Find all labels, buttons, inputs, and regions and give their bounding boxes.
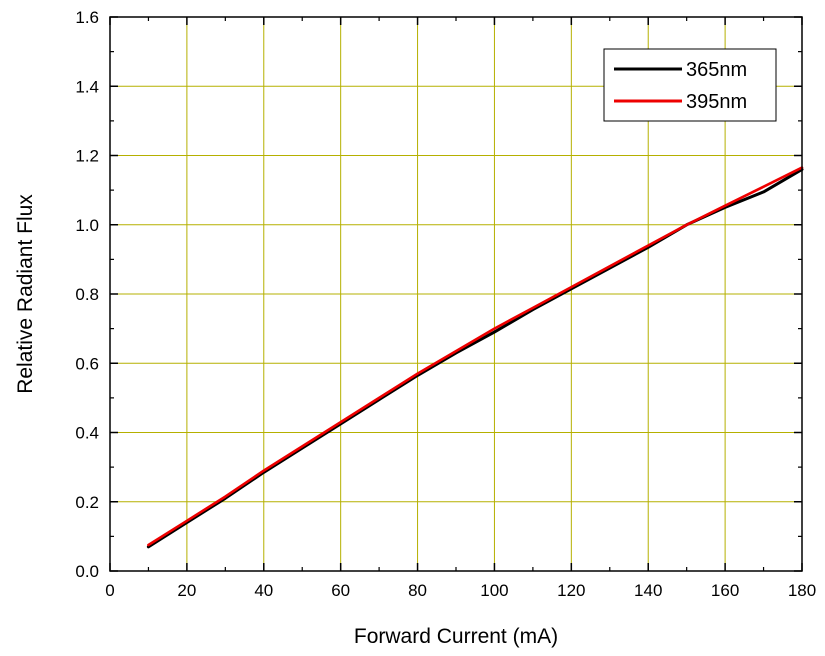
x-tick-label: 80 [408,581,427,600]
x-tick-labels: 0 20 40 60 80 100 120 140 160 180 [105,581,816,600]
x-tick-label: 100 [480,581,508,600]
legend: 365nm 395nm [603,48,777,122]
x-tick-label: 160 [711,581,739,600]
x-tick-label: 0 [105,581,114,600]
y-tick-label: 1.2 [75,147,99,166]
x-tick-label: 40 [254,581,273,600]
series-line-395nm [147,166,804,547]
y-tick-label: 0.0 [75,562,99,581]
series-line-365nm [146,167,804,549]
y-tick-label: 0.6 [75,354,99,373]
legend-box [603,48,777,122]
x-tick-label: 180 [788,581,816,600]
y-axis-title: Relative Radiant Flux [14,194,37,394]
axis-ticks [109,16,803,572]
y-tick-label: 0.8 [75,285,99,304]
y-tick-labels: 0.0 0.2 0.4 0.6 0.8 1.0 1.2 1.4 1.6 [75,8,99,581]
x-tick-label: 20 [177,581,196,600]
y-tick-label: 0.2 [75,493,99,512]
x-axis-title: Forward Current (mA) [354,625,558,648]
y-tick-label: 0.4 [75,424,99,443]
y-tick-label: 1.6 [75,8,99,27]
y-tick-label: 1.4 [75,77,99,96]
y-tick-label: 1.0 [75,216,99,235]
legend-label-365nm: 365nm [686,59,747,81]
x-tick-label: 120 [557,581,585,600]
series-lines [146,166,804,549]
x-tick-label: 140 [634,581,662,600]
legend-label-395nm: 395nm [686,91,747,113]
x-tick-label: 60 [331,581,350,600]
